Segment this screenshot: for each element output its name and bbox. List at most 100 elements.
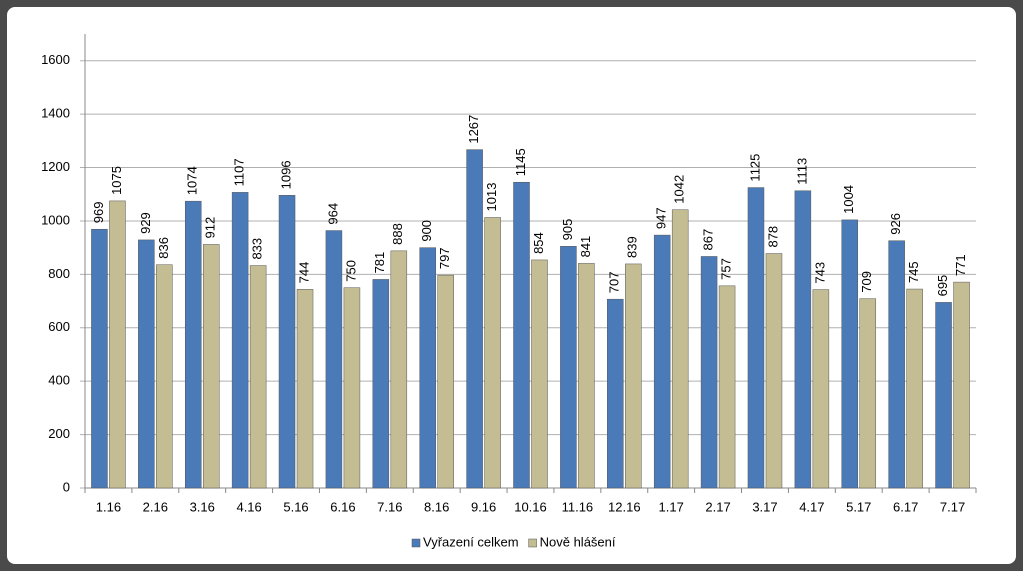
legend-swatch: [411, 538, 421, 548]
x-tick-label: 6.16: [330, 499, 355, 514]
x-tick-label: 5.17: [846, 499, 871, 514]
data-label: 745: [906, 261, 921, 283]
legend-label: Vyřazení celkem: [423, 534, 519, 549]
y-tick-label: 1400: [41, 106, 70, 121]
bar: [249, 265, 267, 489]
bar: [531, 259, 548, 489]
data-label: 912: [203, 217, 218, 239]
bar: [202, 244, 220, 489]
x-tick-label: 8.16: [424, 499, 449, 514]
x-tick-label: 1.17: [659, 499, 684, 514]
bar: [794, 190, 812, 489]
data-label: 878: [765, 226, 780, 248]
bar: [513, 181, 530, 489]
bar: [343, 287, 361, 489]
bar: [466, 149, 483, 489]
x-tick-label: 3.17: [752, 499, 777, 514]
data-label: 709: [859, 271, 874, 293]
bar: [278, 195, 296, 489]
bar: [156, 264, 173, 489]
bar: [578, 263, 595, 489]
data-label: 964: [325, 203, 340, 225]
bar: [812, 289, 830, 489]
x-tick-label: 12.16: [608, 499, 641, 514]
legend-label: Nově hlášení: [540, 534, 616, 549]
bar: [765, 253, 783, 489]
x-tick-label: 10.16: [514, 499, 547, 514]
data-label: 905: [560, 219, 575, 241]
legend-swatch: [528, 538, 537, 548]
bar: [935, 302, 952, 489]
data-label: 781: [372, 252, 387, 274]
x-tick-label: 2.16: [143, 499, 168, 514]
data-label: 1074: [185, 166, 200, 195]
data-label: 867: [701, 229, 716, 251]
data-label: 947: [654, 207, 669, 229]
data-label: 1125: [747, 154, 762, 182]
y-tick-label: 1200: [41, 159, 70, 174]
data-label: 744: [296, 262, 311, 284]
x-tick-label: 7.17: [940, 499, 965, 514]
data-label: 836: [156, 237, 171, 259]
bar: [906, 288, 923, 489]
bar: [296, 289, 314, 489]
y-tick-label: 1600: [41, 52, 70, 67]
data-label: 1145: [513, 148, 528, 176]
x-tick-label: 9.16: [471, 499, 496, 514]
y-tick-label: 0: [63, 479, 70, 494]
bar: [700, 256, 718, 489]
data-label: 900: [419, 220, 434, 242]
y-tick-label: 400: [48, 373, 70, 388]
x-tick-label: 3.16: [190, 499, 215, 514]
data-label: 839: [625, 236, 640, 258]
bar: [718, 285, 736, 489]
data-label: 969: [91, 202, 106, 224]
bar: [953, 281, 970, 489]
bar: [231, 192, 249, 489]
x-tick-label: 1.16: [96, 499, 121, 514]
data-label: 1096: [278, 160, 293, 189]
bar: [841, 219, 859, 489]
y-tick-label: 800: [48, 266, 70, 281]
bar: [437, 274, 454, 489]
data-label: 841: [578, 236, 593, 258]
data-label: 1004: [841, 185, 856, 214]
data-label: 771: [953, 254, 968, 276]
x-tick-label: 6.17: [893, 499, 918, 514]
bar: [419, 247, 436, 489]
bar: [390, 250, 408, 489]
data-label: 695: [935, 275, 950, 297]
data-label: 929: [138, 212, 153, 234]
data-label: 797: [437, 247, 452, 269]
data-label: 743: [812, 262, 827, 284]
data-label: 1107: [232, 158, 247, 186]
bar: [607, 298, 624, 489]
bar: [91, 228, 108, 489]
y-tick-label: 1000: [41, 212, 70, 227]
data-label: 888: [390, 223, 405, 245]
bar: [625, 263, 642, 489]
bar: [859, 298, 877, 489]
bar: [653, 234, 671, 489]
data-label: 1075: [109, 166, 124, 195]
bar: [109, 200, 126, 489]
data-label: 1042: [672, 175, 687, 204]
bar: [671, 209, 689, 489]
data-label: 854: [531, 232, 546, 254]
data-label: 926: [888, 213, 903, 235]
x-tick-label: 7.16: [377, 499, 402, 514]
bar: [325, 230, 343, 489]
data-label: 1013: [484, 183, 499, 212]
bar: [138, 239, 155, 489]
x-tick-label: 11.16: [562, 499, 594, 514]
bar: [560, 246, 577, 489]
data-label: 750: [343, 260, 358, 282]
bar: [888, 240, 905, 489]
data-label: 1267: [466, 115, 481, 144]
x-tick-label: 2.17: [705, 499, 730, 514]
bar: [184, 200, 202, 489]
data-label: 833: [250, 238, 265, 260]
bar: [484, 217, 501, 489]
